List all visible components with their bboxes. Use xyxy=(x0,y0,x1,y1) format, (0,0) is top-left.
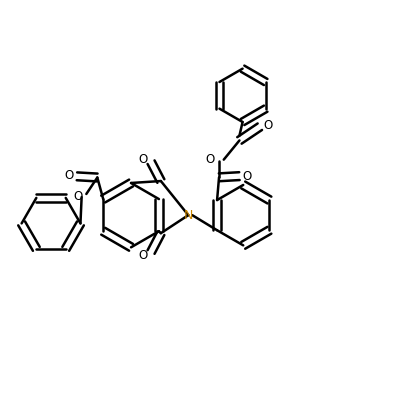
Text: O: O xyxy=(243,169,252,182)
Text: O: O xyxy=(73,190,82,203)
Text: O: O xyxy=(139,152,148,166)
Text: O: O xyxy=(65,169,74,182)
Text: N: N xyxy=(184,209,193,222)
Text: O: O xyxy=(139,249,148,261)
Text: O: O xyxy=(206,153,215,166)
Text: O: O xyxy=(263,118,272,132)
